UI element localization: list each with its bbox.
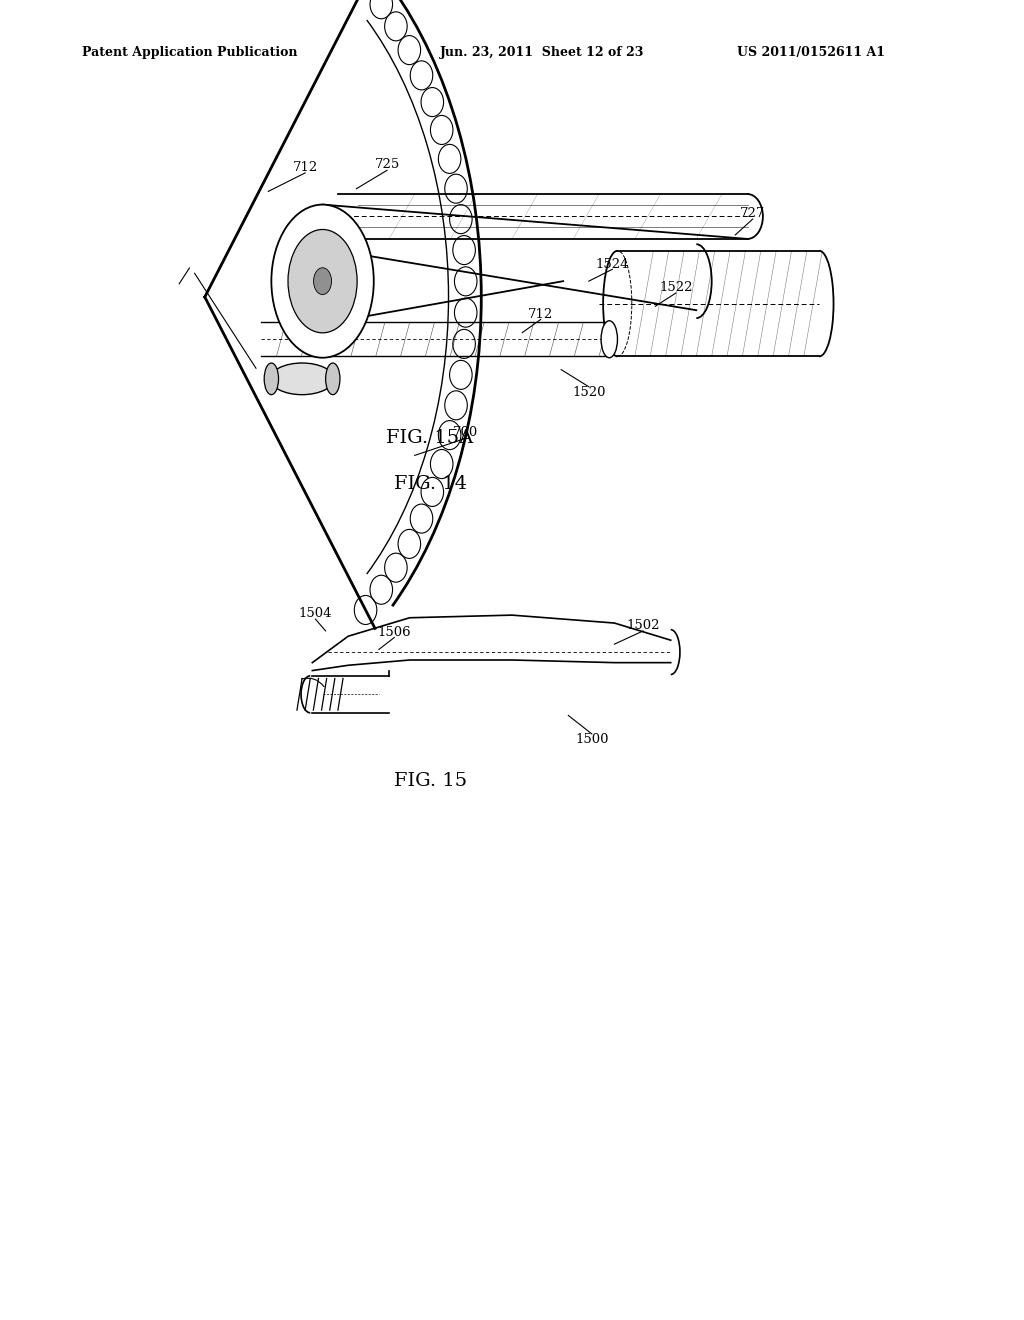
Text: US 2011/0152611 A1: US 2011/0152611 A1 (737, 46, 886, 59)
Ellipse shape (271, 205, 374, 358)
Text: FIG. 15: FIG. 15 (393, 772, 467, 791)
Ellipse shape (326, 363, 340, 395)
Ellipse shape (313, 268, 332, 294)
Ellipse shape (264, 363, 279, 395)
Text: 700: 700 (454, 426, 478, 440)
Text: 1520: 1520 (572, 385, 605, 399)
Text: 712: 712 (293, 161, 317, 174)
Text: 725: 725 (375, 158, 399, 172)
Text: 712: 712 (528, 308, 553, 321)
Text: FIG. 14: FIG. 14 (393, 475, 467, 494)
Ellipse shape (270, 363, 334, 395)
Text: FIG. 15A: FIG. 15A (386, 429, 474, 447)
Text: 1502: 1502 (627, 619, 659, 632)
Text: 1504: 1504 (299, 607, 332, 620)
Text: Jun. 23, 2011  Sheet 12 of 23: Jun. 23, 2011 Sheet 12 of 23 (440, 46, 645, 59)
Text: 727: 727 (740, 207, 765, 220)
Text: 1526: 1526 (324, 286, 356, 300)
Text: 1522: 1522 (659, 281, 692, 294)
Text: Patent Application Publication: Patent Application Publication (82, 46, 297, 59)
Text: 1500: 1500 (575, 733, 608, 746)
Text: 1506: 1506 (378, 626, 411, 639)
Ellipse shape (601, 321, 617, 358)
Ellipse shape (288, 230, 357, 333)
Text: 1524: 1524 (596, 257, 629, 271)
